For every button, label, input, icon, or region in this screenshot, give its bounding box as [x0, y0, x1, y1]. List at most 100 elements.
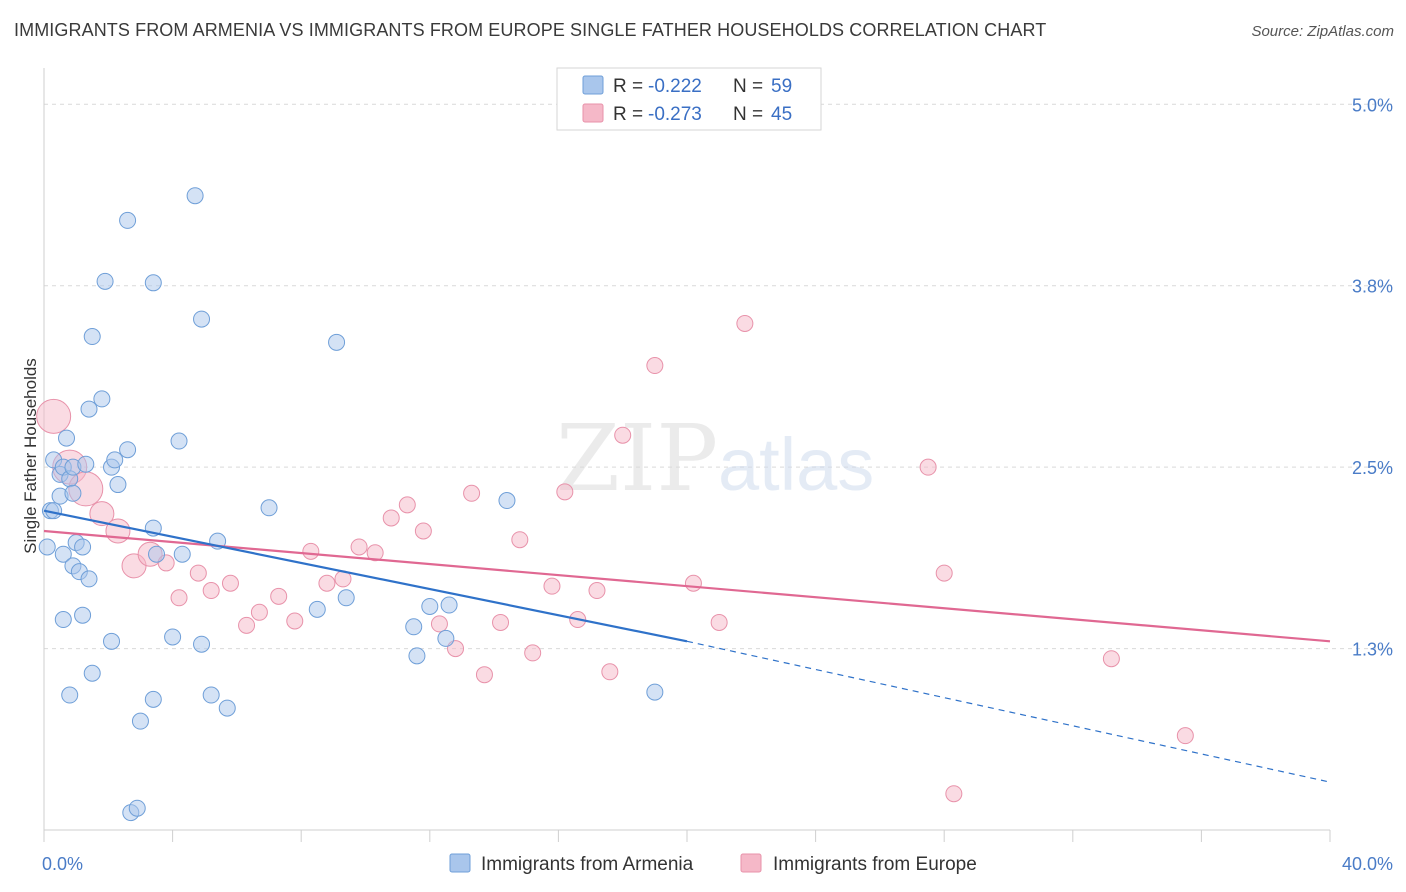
armenia-point-9: [64, 484, 82, 502]
europe-point-27: [475, 666, 493, 684]
armenia-point-38: [128, 799, 146, 817]
armenia-point-36: [131, 712, 149, 730]
europe-point-32: [556, 483, 574, 501]
armenia-point-43: [193, 310, 211, 328]
armenia-point-32: [144, 274, 162, 292]
legend-n-label-europe: N =: [733, 104, 763, 125]
armenia-point-58: [646, 683, 664, 701]
armenia-point-40: [170, 432, 188, 450]
armenia-point-29: [103, 632, 121, 650]
europe-point-36: [614, 426, 632, 444]
armenia-point-41: [173, 545, 191, 563]
europe-point-29: [511, 531, 529, 549]
europe-point-39: [710, 613, 728, 631]
armenia-trend-extension: [686, 640, 1331, 783]
armenia-point-51: [337, 589, 355, 607]
armenia-point-23: [61, 686, 79, 704]
armenia-point-57: [498, 492, 516, 510]
europe-point-38: [684, 574, 702, 592]
legend-r-label-armenia: R =: [613, 76, 643, 97]
series-armenia-points: [38, 187, 664, 822]
watermark: ZIP atlas: [556, 405, 874, 512]
armenia-point-47: [218, 699, 236, 717]
legend-r-value-armenia: -0.222: [648, 76, 702, 97]
armenia-point-55: [437, 629, 455, 647]
europe-point-43: [1102, 650, 1120, 668]
armenia-point-53: [408, 647, 426, 665]
europe-point-10: [202, 582, 220, 600]
bottom-legend: Immigrants from Armenia Immigrants from …: [449, 853, 977, 875]
legend-swatch-armenia: [582, 75, 604, 95]
legend-r-label-europe: R =: [613, 104, 643, 125]
armenia-point-52: [405, 618, 423, 636]
europe-point-3: [89, 501, 115, 527]
y-tick-label-3: 5.0%: [1352, 95, 1393, 115]
armenia-point-56: [440, 596, 458, 614]
bottom-legend-label-armenia: Immigrants from Armenia: [481, 854, 694, 875]
europe-point-12: [238, 616, 256, 634]
armenia-point-39: [164, 628, 182, 646]
y-tick-label-0: 1.3%: [1352, 640, 1393, 660]
series-europe-points: [36, 314, 1194, 803]
armenia-point-44: [193, 635, 211, 653]
europe-point-30: [524, 644, 542, 662]
chart-title: IMMIGRANTS FROM ARMENIA VS IMMIGRANTS FR…: [14, 20, 1047, 40]
armenia-point-42: [186, 187, 204, 205]
europe-point-41: [919, 458, 937, 476]
europe-point-19: [350, 538, 368, 556]
armenia-point-24: [93, 390, 111, 408]
europe-point-45: [945, 785, 963, 803]
europe-point-9: [189, 564, 207, 582]
armenia-point-16: [80, 570, 98, 588]
legend-n-value-europe: 45: [771, 104, 792, 125]
armenia-point-54: [421, 597, 439, 615]
bottom-legend-swatch-armenia: [449, 853, 471, 873]
europe-point-24: [430, 615, 448, 633]
armenia-point-49: [308, 600, 326, 618]
armenia-point-21: [83, 328, 101, 346]
europe-point-40: [736, 314, 754, 332]
armenia-point-19: [77, 455, 95, 473]
armenia-trend-line: [43, 509, 688, 643]
legend-swatch-europe: [582, 103, 604, 123]
armenia-point-7: [58, 429, 76, 447]
source-label: Source: ZipAtlas.com: [1251, 23, 1394, 40]
armenia-point-2: [38, 538, 56, 556]
armenia-point-15: [74, 538, 92, 556]
europe-point-23: [414, 522, 432, 540]
bottom-legend-swatch-europe: [740, 853, 762, 873]
armenia-point-22: [83, 664, 101, 682]
europe-point-14: [270, 587, 288, 605]
europe-point-17: [318, 574, 336, 592]
europe-point-28: [492, 613, 510, 631]
legend-n-label-armenia: N =: [733, 76, 763, 97]
europe-point-4: [105, 518, 131, 544]
europe-point-21: [382, 509, 400, 527]
y-tick-label-1: 2.5%: [1352, 458, 1393, 478]
legend-n-value-armenia: 59: [771, 76, 792, 97]
armenia-point-28: [109, 476, 127, 494]
armenia-point-20: [80, 400, 98, 418]
armenia-point-11: [54, 545, 72, 563]
trend-lines: [43, 509, 1331, 783]
europe-point-11: [221, 574, 239, 592]
watermark-zip: ZIP: [556, 405, 718, 512]
armenia-point-50: [328, 333, 346, 351]
europe-point-35: [601, 663, 619, 681]
europe-point-31: [543, 577, 561, 595]
armenia-point-27: [106, 451, 124, 469]
x-tick-label-min: 0.0%: [42, 854, 83, 874]
armenia-point-45: [202, 686, 220, 704]
legend: R = -0.222 N = 59 R = -0.273 N = 45: [556, 67, 822, 131]
armenia-point-25: [96, 272, 114, 290]
armenia-point-31: [119, 211, 137, 229]
europe-point-8: [170, 589, 188, 607]
y-axis-title: Single Father Households: [21, 358, 40, 554]
europe-point-22: [398, 496, 416, 514]
europe-point-16: [302, 542, 320, 560]
x-tick-label-max: 40.0%: [1342, 854, 1393, 874]
europe-point-37: [646, 357, 664, 375]
y-tick-label-2: 3.8%: [1352, 277, 1393, 297]
watermark-atlas: atlas: [718, 423, 874, 506]
armenia-point-48: [260, 499, 278, 517]
